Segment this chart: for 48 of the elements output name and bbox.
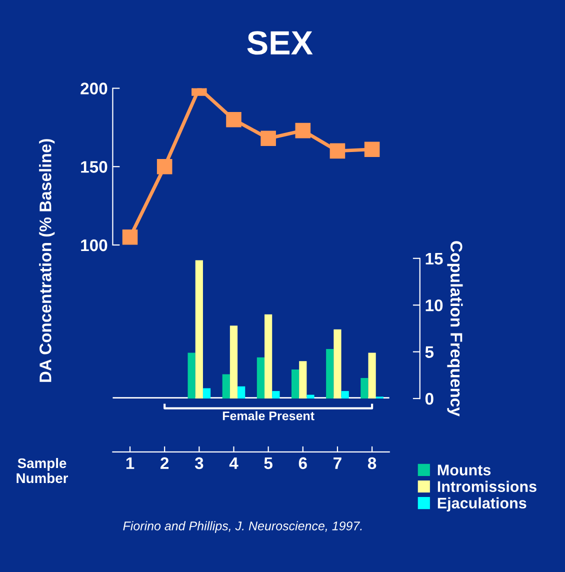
x-tick-label: 3 [194, 457, 204, 470]
y-tick-label: 10 [426, 299, 443, 312]
x-tick-label: 5 [264, 457, 272, 470]
x-tick-label: 7 [334, 457, 342, 469]
bar [222, 374, 230, 399]
bar [264, 314, 272, 399]
x-axis-title: Sample Number [16, 458, 68, 484]
bar [368, 352, 376, 399]
y-tick-label: 150 [81, 161, 108, 173]
point [226, 112, 242, 128]
bar [202, 388, 211, 399]
bar [238, 386, 246, 399]
bar [334, 329, 342, 399]
bar [299, 361, 307, 399]
bar [230, 326, 238, 399]
x-tick-label: 8 [368, 457, 376, 470]
y-axis-title: DA Concentration (% Baseline) [39, 139, 55, 382]
x-tick-label: 6 [298, 457, 307, 470]
x-tick-label: 1 [126, 457, 134, 469]
bar [188, 352, 196, 399]
text: Female Present [222, 411, 314, 420]
x-tick-label: 4 [229, 457, 238, 469]
point [260, 130, 276, 146]
x-tick-label: 2 [160, 457, 169, 469]
point [156, 158, 172, 174]
legend-label: Ejaculations [438, 497, 526, 512]
point [330, 143, 346, 159]
bar [306, 394, 314, 399]
y-tick-label: 0 [425, 392, 434, 405]
point [122, 230, 138, 245]
bar [272, 391, 280, 399]
legend-label: Intromissions [438, 480, 536, 492]
y-axis-title: Copulation Frequency [447, 241, 463, 416]
point [364, 142, 380, 158]
legend-label: Mounts [438, 464, 491, 476]
y-tick-label: 100 [81, 239, 108, 252]
bar [326, 348, 334, 399]
y-tick-label: 200 [80, 82, 108, 94]
bar [195, 260, 203, 399]
y-tick-label: 5 [425, 346, 434, 358]
chart-title: SEX [247, 31, 313, 55]
bar [256, 357, 265, 399]
text: Fiorino and Phillips, J. Neuroscience, 1997. [123, 521, 362, 533]
bar [341, 391, 349, 399]
bar [291, 370, 300, 399]
bar [360, 378, 368, 399]
y-tick-label: 15 [426, 252, 443, 265]
point [295, 122, 311, 138]
